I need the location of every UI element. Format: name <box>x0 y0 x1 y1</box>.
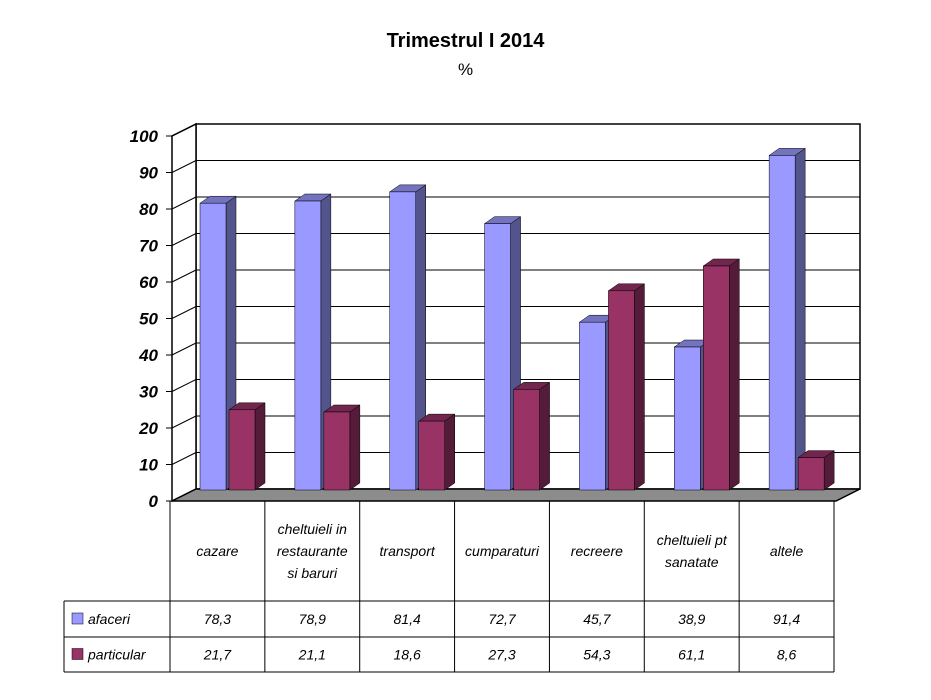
bar-front <box>513 389 540 491</box>
table-value: 21,7 <box>203 647 232 663</box>
y-tick-label: 100 <box>130 127 159 146</box>
gridline-side <box>171 306 197 319</box>
y-tick-label: 30 <box>139 383 158 402</box>
category-label: transport <box>380 543 436 559</box>
category-label: cumparaturi <box>465 543 540 559</box>
bar-front <box>294 200 322 491</box>
legend-label: particular <box>87 647 147 663</box>
bar-particular <box>607 283 646 491</box>
y-tick-label: 60 <box>139 273 158 292</box>
legend-swatch-particular <box>71 648 84 660</box>
y-tick-label: 10 <box>139 456 158 475</box>
table-value: 45,7 <box>583 611 611 627</box>
y-tick-label: 40 <box>138 346 158 365</box>
table-value: 78,9 <box>299 611 326 627</box>
bar-front <box>418 420 445 491</box>
bar-side <box>794 147 806 491</box>
bar-front <box>228 409 256 491</box>
plot-floor <box>171 488 861 502</box>
bar-particular <box>512 381 551 491</box>
y-tick-label: 20 <box>138 419 158 438</box>
gridline-side <box>171 379 197 392</box>
table-value: 61,1 <box>678 647 705 663</box>
gridline-side <box>171 160 197 173</box>
bar-front <box>323 411 351 491</box>
gridline-side <box>171 233 197 246</box>
bar-front <box>768 155 796 491</box>
category-label: restaurante <box>277 543 348 559</box>
y-axis-ticks: 0 10 20 30 40 50 60 70 80 90 100 <box>130 127 172 511</box>
bar-particular <box>417 413 456 491</box>
bar-front <box>797 457 825 491</box>
bar-particular <box>702 258 741 491</box>
legend-swatch-afaceri <box>71 612 84 625</box>
gridline-side <box>171 123 197 137</box>
bar-side <box>444 413 455 491</box>
bar-front <box>199 202 227 491</box>
category-label: cheltuieli pt <box>657 532 728 548</box>
bar-particular <box>797 450 835 491</box>
table-value: 18,6 <box>394 647 421 663</box>
category-label: recreere <box>571 543 623 559</box>
gridline-side <box>171 452 197 465</box>
bar-particular <box>323 404 361 491</box>
y-tick-label: 0 <box>149 492 159 511</box>
legend-label: afaceri <box>88 611 131 627</box>
category-label: sanatate <box>665 554 719 570</box>
bar-front <box>703 265 730 491</box>
category-label: altele <box>770 543 804 559</box>
y-tick-label: 80 <box>139 200 158 219</box>
table-value: 91,4 <box>773 611 800 627</box>
table-value: 81,4 <box>394 611 421 627</box>
bar-afaceri <box>388 184 427 491</box>
gridline-side <box>171 196 197 210</box>
table-value: 27,3 <box>487 647 515 663</box>
bar-front <box>484 223 511 491</box>
category-label: si baruri <box>287 565 338 581</box>
bar-particular <box>228 402 266 491</box>
gridline-side <box>171 269 197 283</box>
table-value: 78,3 <box>204 611 231 627</box>
bar-side <box>729 258 740 491</box>
y-tick-label: 70 <box>139 237 158 256</box>
bar-front <box>389 191 416 491</box>
chart-title: Trimestrul I 2014 <box>386 30 545 52</box>
bars <box>199 147 835 491</box>
bar-side <box>539 381 550 491</box>
category-label: cheltuieli in <box>278 521 347 537</box>
bar-side <box>254 402 266 491</box>
bar-afaceri <box>483 216 522 491</box>
y-tick-label: 50 <box>139 310 158 329</box>
data-table: cazare cheltuieli in restaurante si baruri t… <box>63 500 835 673</box>
table-value: 21,1 <box>298 647 326 663</box>
bar-afaceri <box>768 147 806 491</box>
gridline-side <box>171 342 197 356</box>
table-value: 8,6 <box>777 647 797 663</box>
y-tick-label: 90 <box>139 164 158 183</box>
table-value: 54,3 <box>583 647 610 663</box>
gridline-side <box>171 415 197 429</box>
chart-subtitle: % <box>457 60 474 79</box>
bar-front <box>579 321 606 491</box>
bar-side <box>634 283 645 491</box>
bar-side <box>349 404 361 491</box>
category-label: cazare <box>196 543 238 559</box>
table-value: 72,7 <box>488 611 516 627</box>
bar-afaceri <box>294 193 332 491</box>
bar-front <box>674 346 701 491</box>
bar-front <box>608 290 635 491</box>
table-value: 38,9 <box>678 611 705 627</box>
